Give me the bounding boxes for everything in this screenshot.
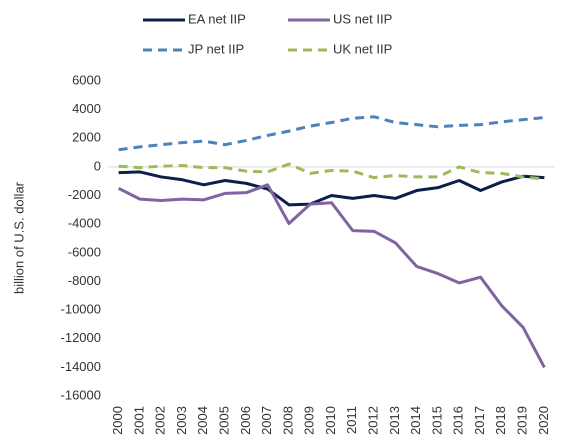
- y-axis-label: billion of U.S. dollar: [11, 181, 26, 294]
- y-tick-label: -2000: [68, 187, 101, 202]
- x-tick-label: 2020: [536, 406, 551, 435]
- series-line: [118, 115, 545, 152]
- x-tick-label: 2018: [493, 406, 508, 435]
- legend-label: UK net IIP: [333, 41, 392, 56]
- x-tick-label: 2001: [131, 406, 146, 435]
- x-tick-label: 2007: [259, 406, 274, 435]
- x-tick-label: 2012: [366, 406, 381, 435]
- y-tick-label: 0: [94, 158, 101, 173]
- x-tick-label: 2009: [302, 406, 317, 435]
- y-tick-label: 6000: [72, 72, 101, 87]
- y-tick-label: -16000: [61, 387, 101, 402]
- x-tick-label: 2004: [195, 406, 210, 435]
- x-tick-label: 2015: [429, 406, 444, 435]
- series-line: [117, 183, 546, 369]
- x-tick-label: 2005: [217, 406, 232, 435]
- series-line: [118, 170, 545, 207]
- y-tick-label: 2000: [72, 130, 101, 145]
- x-tick-label: 2006: [238, 406, 253, 435]
- y-tick-label: -4000: [68, 216, 101, 231]
- y-tick-label: 4000: [72, 101, 101, 116]
- y-tick-label: -14000: [61, 359, 101, 374]
- legend-label: US net IIP: [333, 11, 392, 26]
- x-tick-label: 2002: [153, 406, 168, 435]
- x-tick-label: 2017: [472, 406, 487, 435]
- x-tick-label: 2003: [174, 406, 189, 435]
- legend-label: EA net IIP: [188, 11, 246, 26]
- y-tick-label: -10000: [61, 302, 101, 317]
- y-tick-label: -6000: [68, 244, 101, 259]
- x-tick-label: 2000: [110, 406, 125, 435]
- x-tick-label: 2019: [515, 406, 530, 435]
- series-line: [118, 162, 545, 181]
- y-tick-label: -8000: [68, 273, 101, 288]
- x-tick-label: 2011: [344, 406, 359, 434]
- legend-label: JP net IIP: [188, 41, 244, 56]
- x-tick-label: 2010: [323, 406, 338, 435]
- x-tick-label: 2014: [408, 406, 423, 435]
- x-tick-label: 2008: [280, 406, 295, 435]
- x-tick-label: 2013: [387, 406, 402, 435]
- y-tick-label: -12000: [61, 330, 101, 345]
- x-tick-label: 2016: [451, 406, 466, 435]
